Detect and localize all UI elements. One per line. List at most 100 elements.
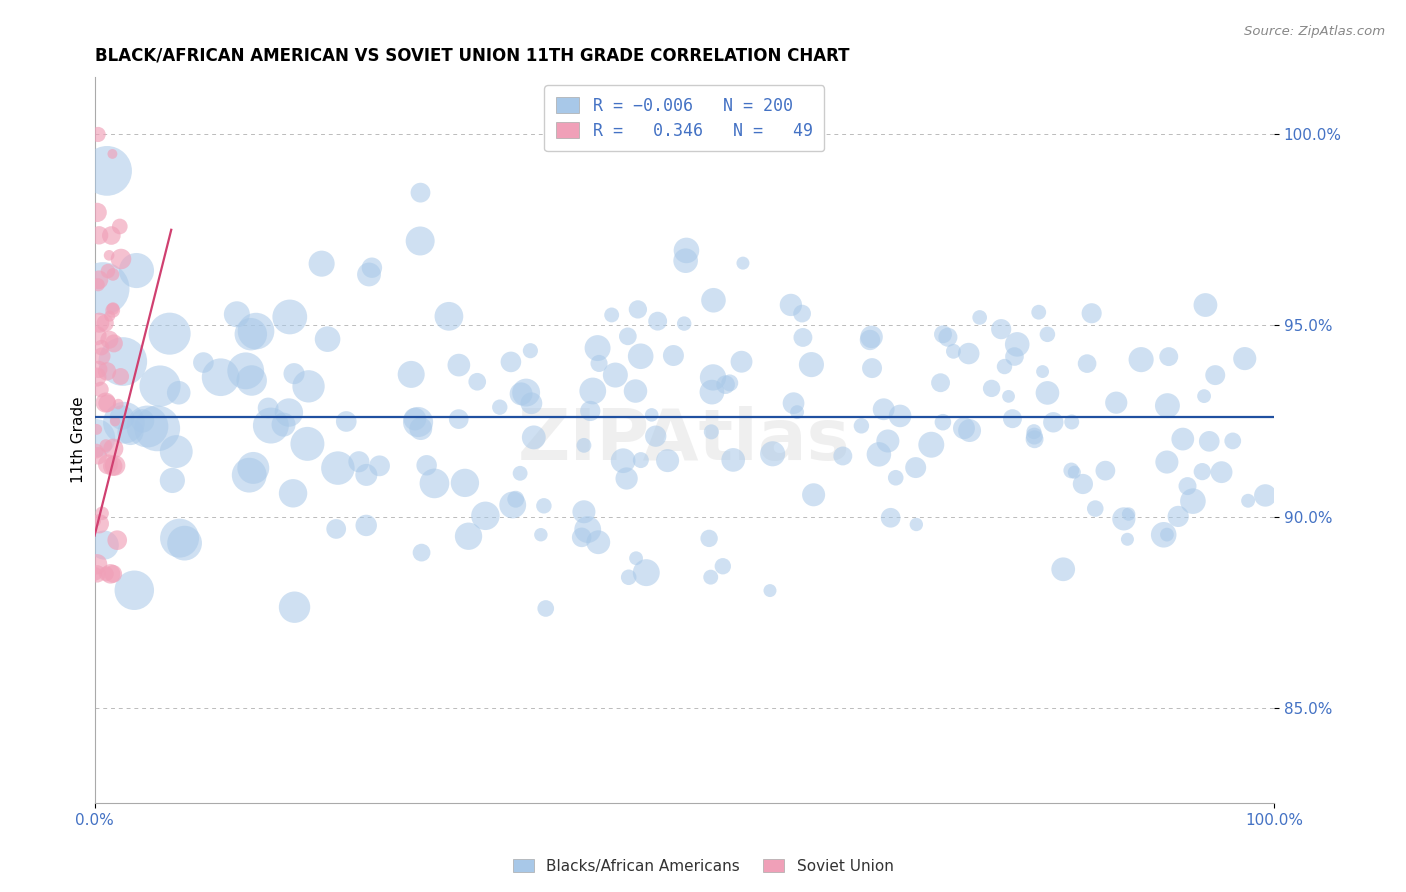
Point [245,324,267,338]
Point [361,260,384,275]
Point [499,355,522,369]
Point [335,415,357,429]
Point [616,471,638,485]
Point [1005,337,1028,351]
Point [1156,527,1178,541]
Point [714,377,737,392]
Point [86,444,108,458]
Point [404,412,426,426]
Point [588,356,610,370]
Point [94,439,117,453]
Point [1032,365,1054,379]
Point [851,418,873,433]
Point [409,234,432,248]
Point [84,514,107,528]
Point [800,358,823,372]
Point [90,349,112,363]
Point [415,458,437,473]
Point [146,421,169,435]
Point [1177,479,1199,493]
Point [101,303,124,318]
Point [87,362,110,376]
Point [112,416,135,430]
Point [97,458,120,472]
Point [104,458,127,473]
Point [1194,298,1216,312]
Point [980,381,1002,395]
Point [474,508,496,523]
Point [167,385,190,400]
Point [235,364,257,378]
Point [523,430,546,444]
Point [702,370,724,384]
Point [240,374,263,388]
Point [700,385,723,400]
Point [936,330,959,344]
Point [1076,357,1098,371]
Point [1181,494,1204,508]
Point [786,405,808,419]
Point [86,558,108,572]
Point [399,368,422,382]
Point [1063,465,1085,479]
Point [316,332,339,346]
Point [111,410,134,425]
Point [297,379,319,393]
Point [93,538,115,552]
Point [173,536,195,550]
Point [347,455,370,469]
Point [617,570,640,584]
Point [953,421,976,435]
Point [111,354,134,368]
Point [87,277,110,292]
Point [104,414,127,428]
Point [860,330,883,344]
Point [94,316,117,330]
Point [101,268,124,282]
Point [242,461,264,475]
Point [993,359,1015,374]
Point [1233,351,1256,366]
Point [959,424,981,438]
Point [530,527,553,541]
Point [1118,507,1140,521]
Point [571,530,593,544]
Point [357,268,380,282]
Point [283,600,305,615]
Point [624,384,647,398]
Point [929,376,952,390]
Point [165,444,187,458]
Point [447,412,470,426]
Point [120,425,142,439]
Point [782,396,804,410]
Point [860,361,883,376]
Point [257,401,280,415]
Point [586,341,609,355]
Point [1171,432,1194,446]
Point [1204,368,1226,383]
Point [627,302,650,317]
Point [96,364,118,378]
Point [905,517,928,532]
Point [86,328,108,343]
Point [84,431,107,445]
Point [89,228,111,243]
Point [98,333,121,347]
Point [510,387,533,401]
Point [411,546,433,560]
Point [406,415,429,429]
Point [278,310,301,324]
Point [534,601,557,615]
Point [131,414,153,428]
Point [325,522,347,536]
Point [702,293,724,308]
Point [409,186,432,200]
Point [87,273,110,287]
Point [281,486,304,500]
Point [1116,533,1139,547]
Point [630,349,652,363]
Point [1222,434,1244,448]
Point [868,447,890,461]
Point [509,467,531,481]
Point [721,453,744,467]
